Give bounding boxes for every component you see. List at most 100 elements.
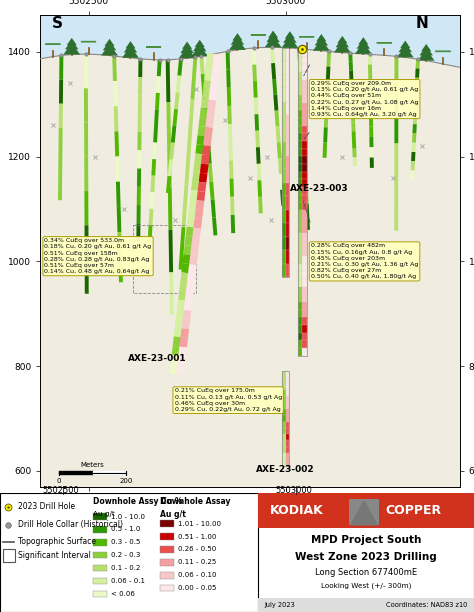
Bar [282, 237, 286, 250]
Bar [286, 88, 290, 102]
Bar [302, 340, 307, 348]
Bar [302, 95, 307, 103]
Bar [298, 256, 302, 264]
Bar [298, 225, 302, 233]
Bar [302, 302, 307, 310]
Text: N: N [416, 16, 428, 31]
Bar [286, 390, 290, 397]
Text: Au g/t: Au g/t [160, 510, 186, 519]
Bar [302, 179, 307, 187]
Bar [302, 187, 307, 195]
Polygon shape [334, 41, 351, 53]
Bar [298, 241, 302, 248]
Polygon shape [101, 44, 118, 56]
Polygon shape [103, 41, 116, 50]
Polygon shape [65, 40, 79, 50]
Text: 0: 0 [57, 477, 62, 483]
Polygon shape [179, 47, 195, 58]
Bar [282, 409, 286, 416]
Bar [93, 513, 107, 520]
Bar [298, 80, 302, 88]
Bar [302, 310, 307, 317]
Bar [302, 118, 307, 125]
Polygon shape [419, 46, 433, 56]
Bar [286, 237, 290, 250]
Bar [282, 88, 286, 102]
Polygon shape [315, 36, 328, 45]
Bar [282, 384, 286, 390]
Bar [302, 325, 307, 333]
Text: AXE-23-002: AXE-23-002 [256, 465, 315, 474]
Bar [282, 460, 286, 466]
Polygon shape [283, 33, 297, 43]
Text: 0.06 - 0.10: 0.06 - 0.10 [178, 572, 217, 578]
Bar [286, 196, 290, 210]
Bar [286, 409, 290, 416]
Polygon shape [182, 42, 192, 49]
Bar [302, 317, 307, 325]
Bar [298, 125, 302, 133]
Bar [286, 441, 290, 447]
Bar [298, 72, 302, 80]
Bar [302, 264, 307, 271]
Bar [282, 403, 286, 409]
Bar [286, 371, 290, 378]
Bar [93, 539, 107, 545]
Bar [302, 271, 307, 279]
Bar [282, 169, 286, 182]
Bar [286, 48, 290, 61]
Bar [302, 141, 307, 149]
Bar [282, 422, 286, 428]
Bar [286, 102, 290, 115]
Text: Significant Interval: Significant Interval [18, 551, 91, 561]
Bar [302, 80, 307, 88]
Bar [298, 133, 302, 141]
Bar [302, 286, 307, 294]
Bar [302, 294, 307, 302]
Bar [298, 348, 302, 356]
Text: 0.51 - 1.00: 0.51 - 1.00 [178, 534, 217, 540]
Bar [93, 578, 107, 584]
Bar [302, 333, 307, 340]
Polygon shape [195, 40, 205, 47]
Bar [298, 195, 302, 203]
Polygon shape [355, 42, 372, 54]
Bar [160, 533, 174, 540]
Bar [286, 169, 290, 182]
Bar [286, 75, 290, 88]
Bar [286, 129, 290, 142]
Bar [286, 61, 290, 75]
Bar [298, 171, 302, 179]
Bar [298, 340, 302, 348]
Text: 0.06 - 0.1: 0.06 - 0.1 [111, 578, 145, 584]
Bar [302, 171, 307, 179]
Bar [298, 64, 302, 72]
Bar [302, 256, 307, 264]
Polygon shape [337, 36, 347, 43]
Bar [282, 48, 286, 61]
Bar [160, 546, 174, 553]
Bar [298, 118, 302, 125]
Text: COPPER: COPPER [385, 504, 442, 517]
Polygon shape [399, 43, 412, 52]
Bar [286, 428, 290, 434]
Polygon shape [264, 36, 282, 47]
Bar [302, 88, 307, 95]
Text: 0.5 - 1.0: 0.5 - 1.0 [111, 526, 140, 532]
Bar [298, 164, 302, 171]
Bar [298, 56, 302, 64]
Bar [2, 549, 15, 562]
Bar [282, 264, 286, 277]
Bar [302, 64, 307, 72]
Bar [298, 310, 302, 317]
Bar [282, 102, 286, 115]
Bar [286, 378, 290, 384]
Bar [286, 403, 290, 409]
Bar [298, 294, 302, 302]
Text: West Zone 2023 Drilling: West Zone 2023 Drilling [295, 552, 437, 562]
Text: 0.34% CuEq over 533.0m
0.18% Cu, 0.20 g/t Au, 0.61 g/t Ag
0.51% CuEq over 158m
0: 0.34% CuEq over 533.0m 0.18% Cu, 0.20 g/… [45, 238, 152, 274]
Text: 2023 Drill Hole: 2023 Drill Hole [18, 502, 75, 512]
Polygon shape [351, 501, 377, 525]
Bar [302, 203, 307, 210]
Bar [302, 103, 307, 110]
